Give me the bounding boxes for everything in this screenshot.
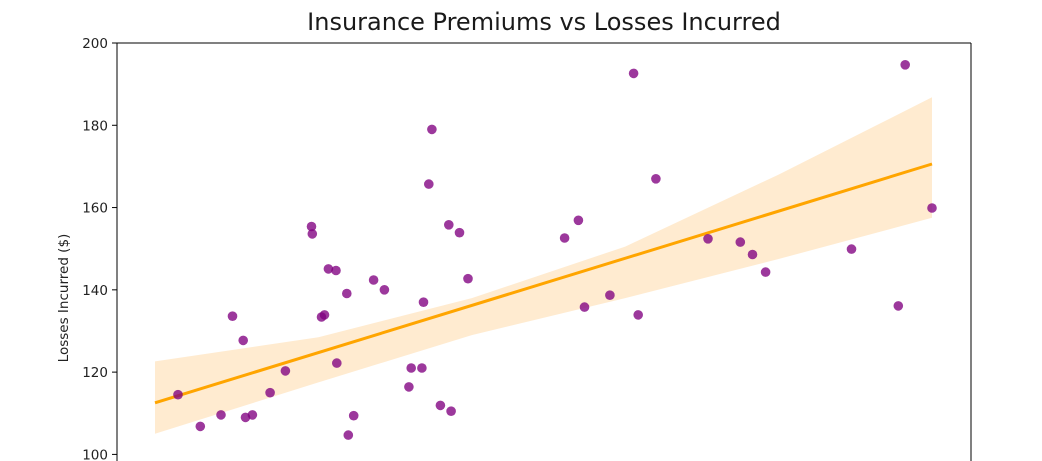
- data-point: [605, 290, 615, 301]
- data-point: [173, 389, 183, 400]
- data-point: [427, 124, 437, 135]
- data-point: [417, 363, 427, 373]
- data-point: [247, 410, 258, 420]
- data-point: [343, 430, 354, 440]
- data-point: [633, 310, 643, 320]
- data-point: [893, 301, 904, 311]
- data-point: [927, 203, 937, 213]
- y-tick-label: 100: [82, 447, 108, 461]
- data-point: [846, 244, 857, 254]
- data-point: [463, 273, 473, 284]
- data-point: [579, 302, 590, 312]
- data-point: [444, 220, 454, 230]
- y-tick-label: 120: [82, 365, 108, 381]
- data-points-layer: [173, 60, 937, 440]
- data-point: [454, 227, 465, 238]
- data-point: [342, 288, 352, 299]
- data-point: [227, 311, 238, 322]
- data-point: [216, 410, 226, 420]
- data-point: [404, 382, 414, 392]
- axes: 100 120 140 160 180 200: [82, 36, 972, 461]
- data-point: [703, 234, 713, 244]
- confidence-band-layer: [155, 97, 932, 434]
- data-point: [900, 60, 910, 70]
- y-tick-label: 140: [82, 283, 108, 299]
- data-point: [331, 265, 341, 276]
- data-point: [651, 174, 661, 184]
- data-point: [195, 421, 206, 432]
- data-point: [446, 406, 456, 417]
- data-point: [323, 264, 334, 274]
- regression-line: [154, 162, 933, 405]
- y-axis-label: Losses Incurred ($): [56, 234, 72, 363]
- data-point: [760, 267, 771, 277]
- data-point: [406, 363, 417, 373]
- data-point: [319, 310, 330, 320]
- data-point: [280, 366, 291, 376]
- data-point: [418, 297, 429, 308]
- data-point: [559, 233, 570, 243]
- confidence-band: [155, 97, 932, 434]
- data-point: [379, 285, 390, 295]
- y-tick-label: 160: [82, 201, 108, 217]
- data-point: [368, 275, 379, 285]
- data-point: [573, 215, 584, 226]
- data-point: [307, 229, 318, 239]
- regression-line-layer: [154, 162, 933, 405]
- data-point: [238, 335, 248, 346]
- chart-title: Insurance Premiums vs Losses Incurred: [307, 8, 781, 36]
- data-point: [265, 387, 275, 398]
- data-point: [348, 410, 359, 421]
- y-tick-label: 200: [82, 36, 108, 52]
- data-point: [306, 221, 317, 232]
- data-point: [424, 179, 434, 189]
- data-point: [735, 237, 746, 247]
- data-point: [332, 358, 342, 368]
- y-tick-label: 180: [82, 118, 108, 134]
- data-point: [435, 400, 446, 411]
- data-point: [628, 68, 639, 79]
- data-point: [747, 249, 758, 260]
